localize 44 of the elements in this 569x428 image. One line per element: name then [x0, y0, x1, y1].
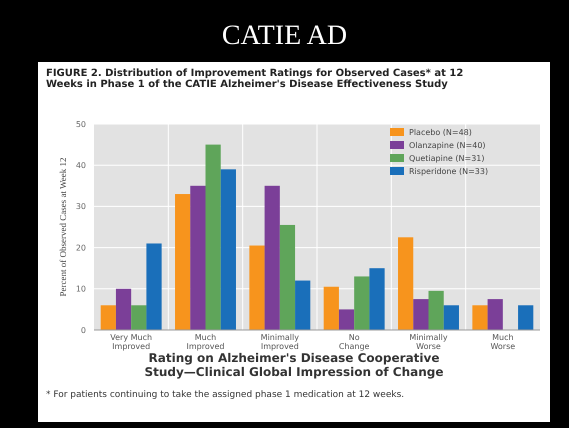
x-tick-label: No Change	[338, 333, 370, 351]
bar	[324, 286, 339, 330]
chart-title: CATIE AD	[222, 20, 348, 51]
legend-label: Quetiapine (N=31)	[409, 154, 484, 163]
bar	[146, 243, 162, 330]
bar	[264, 186, 280, 330]
bar	[190, 186, 206, 330]
y-tick-label: 0	[80, 326, 86, 335]
bar	[398, 237, 414, 330]
legend-label: Risperidone (N=33)	[409, 166, 488, 176]
x-tick-label: Minimally Improved	[260, 333, 300, 351]
y-tick-label: 30	[76, 202, 86, 212]
x-tick-label: Minimally Worse	[409, 333, 448, 351]
bar	[100, 305, 116, 330]
y-tick-label: 50	[76, 120, 86, 129]
bar	[295, 280, 310, 330]
y-tick-label: 20	[76, 243, 86, 252]
legend-label: Placebo (N=48)	[409, 128, 472, 137]
text: * For patients continuing to take the assigned phase 1 medication at 12 weeks.	[46, 390, 404, 400]
bar	[369, 268, 385, 330]
bar	[249, 246, 265, 330]
bar	[116, 288, 132, 330]
chart-subtitle: FIGURE 2. Distribution of Improvement Ratings for Observed Cases* at 12 Weeks in Phase 1 of the CATIE Alzheimer's Disease Effectiveness Study	[46, 68, 464, 90]
y-axis-title: Percent of Observed Cases at Week 12	[58, 157, 68, 297]
x-axis-title: Rating on Alzheimer's Disease Cooperative Study—Clinical Global Impression of Change	[144, 351, 444, 379]
bar	[488, 299, 503, 330]
bar	[206, 144, 221, 330]
bar	[175, 194, 190, 330]
bar	[354, 276, 370, 330]
bar	[472, 305, 488, 330]
bar	[131, 305, 146, 330]
bar	[280, 224, 296, 330]
bar	[220, 169, 236, 330]
x-tick-label: Very Much Improved	[110, 333, 152, 351]
bar	[518, 305, 534, 330]
bar	[413, 299, 428, 330]
x-tick-label: Much Improved	[186, 333, 224, 351]
bar	[428, 290, 444, 330]
bar	[338, 309, 354, 330]
legend-label: Olanzapine (N=40)	[409, 140, 486, 150]
y-tick-label: 40	[76, 161, 86, 170]
bar	[444, 305, 459, 330]
y-tick-label: 10	[76, 284, 86, 294]
x-tick-label: Much Worse	[490, 333, 516, 351]
